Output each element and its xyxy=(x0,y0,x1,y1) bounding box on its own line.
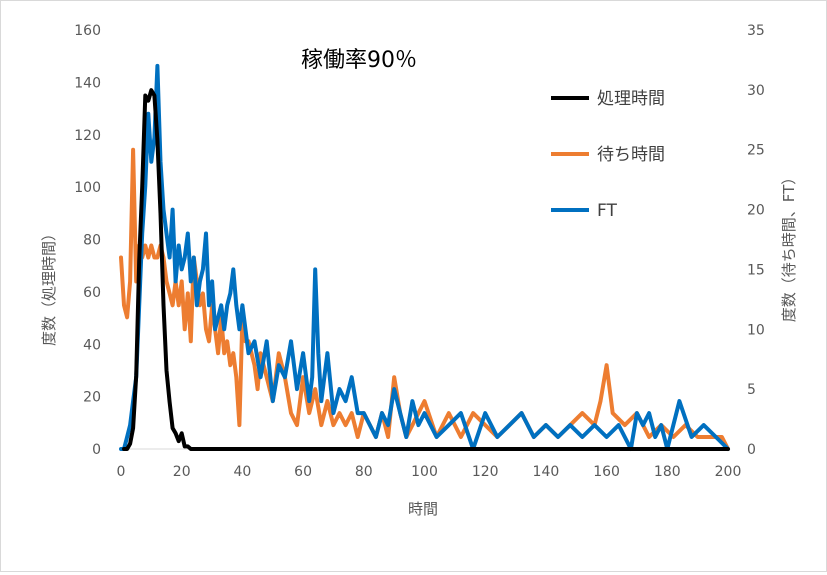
y-left-tick-label: 0 xyxy=(92,442,101,458)
y-left-tick-label: 120 xyxy=(74,128,101,144)
x-tick-label: 100 xyxy=(411,464,438,480)
y-axis-left-label: 度数（処理時間） xyxy=(40,226,58,346)
x-tick-label: 20 xyxy=(173,464,191,480)
y-left-tick-label: 80 xyxy=(83,233,101,249)
x-tick-label: 80 xyxy=(355,464,373,480)
y-left-tick-label: 140 xyxy=(74,75,101,91)
legend-label: 処理時間 xyxy=(597,89,665,109)
legend-label: 待ち時間 xyxy=(597,145,665,165)
y-right-tick-label: 20 xyxy=(747,203,765,219)
chart-title: 稼働率90％ xyxy=(301,48,417,73)
y-axis-right-label: 度数（待ち時間、FT） xyxy=(780,170,798,323)
series-line-1 xyxy=(122,88,730,451)
y-right-tick-label: 5 xyxy=(747,382,756,398)
x-tick-label: 120 xyxy=(472,464,499,480)
x-tick-label: 40 xyxy=(233,464,251,480)
x-tick-label: 140 xyxy=(533,464,560,480)
y-right-tick-label: 15 xyxy=(747,262,765,278)
legend-label: FT xyxy=(597,201,617,221)
y-right-tick-label: 25 xyxy=(747,143,765,159)
y-left-tick-label: 100 xyxy=(74,180,101,196)
x-tick-label: 160 xyxy=(593,464,620,480)
x-tick-label: 0 xyxy=(117,464,126,480)
axes: 0 20 40 60 80 100 120 140 160 180 2000204060801001… xyxy=(74,23,765,480)
y-right-tick-label: 0 xyxy=(747,442,756,458)
y-right-tick-label: 30 xyxy=(747,83,765,99)
x-tick-label: 180 xyxy=(654,464,681,480)
y-right-tick-label: 35 xyxy=(747,23,765,39)
y-left-tick-label: 60 xyxy=(83,285,101,301)
series-line-3 xyxy=(119,63,730,451)
y-right-tick-label: 10 xyxy=(747,322,765,338)
x-axis-label: 時間 xyxy=(408,500,438,518)
y-left-tick-label: 160 xyxy=(74,23,101,39)
x-tick-label: 200 xyxy=(715,464,742,480)
y-left-tick-label: 20 xyxy=(83,390,101,406)
x-tick-label: 60 xyxy=(294,464,312,480)
plot-lines xyxy=(119,63,730,451)
y-left-tick-label: 40 xyxy=(83,337,101,353)
